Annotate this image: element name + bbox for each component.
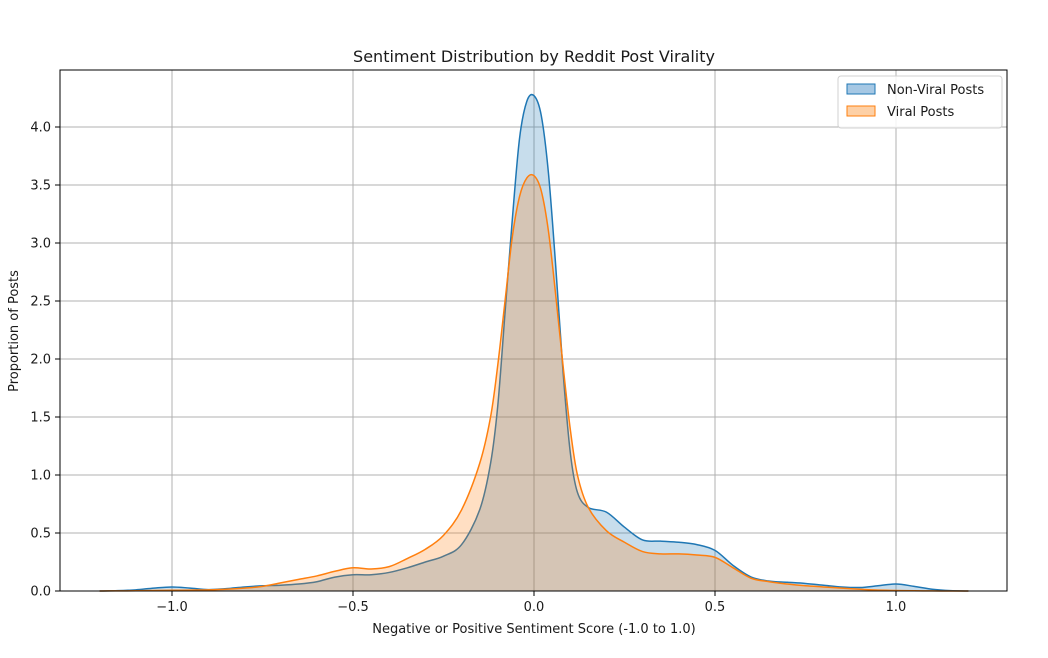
area-fill-viral <box>99 174 969 592</box>
y-axis-ticks: 0.0 0.5 1.0 1.5 2.0 2.5 3.0 3.5 4.0 <box>30 121 60 600</box>
x-axis-ticks: −1.0 −0.5 0.0 0.5 1.0 <box>156 591 906 615</box>
density-line-viral <box>99 173 969 592</box>
y-tick-label: 0.5 <box>30 527 51 542</box>
y-tick-label: 3.0 <box>30 237 51 252</box>
legend: Non-Viral Posts Viral Posts <box>837 75 1003 129</box>
density-line-non-viral <box>99 93 969 592</box>
x-tick-label: 0.0 <box>524 600 545 615</box>
y-tick-label: 0.0 <box>30 585 51 600</box>
legend-item-non-viral: Non-Viral Posts <box>846 83 984 98</box>
legend-item-viral: Viral Posts <box>846 105 954 120</box>
x-tick-label: 0.5 <box>705 600 726 615</box>
y-tick-label: 1.0 <box>30 469 51 484</box>
x-tick-label: −1.0 <box>156 600 188 615</box>
legend-swatch-non-viral <box>846 83 876 95</box>
y-tick-label: 1.5 <box>30 411 51 426</box>
y-tick-label: 2.0 <box>30 353 51 368</box>
x-tick-label: −0.5 <box>337 600 369 615</box>
legend-label-non-viral: Non-Viral Posts <box>887 83 984 98</box>
legend-label-viral: Viral Posts <box>887 105 954 120</box>
y-tick-label: 4.0 <box>30 121 51 136</box>
plot-area <box>99 93 969 592</box>
x-tick-label: 1.0 <box>886 600 907 615</box>
y-tick-label: 3.5 <box>30 179 51 194</box>
y-tick-label: 2.5 <box>30 295 51 310</box>
legend-swatch-viral <box>846 105 876 117</box>
x-axis-label: Negative or Positive Sentiment Score (-1… <box>372 622 696 637</box>
chart-title: Sentiment Distribution by Reddit Post Vi… <box>353 47 715 66</box>
legend-box <box>837 75 1003 129</box>
area-fill-non-viral <box>99 94 969 591</box>
y-axis-label: Proportion of Posts <box>7 270 22 392</box>
